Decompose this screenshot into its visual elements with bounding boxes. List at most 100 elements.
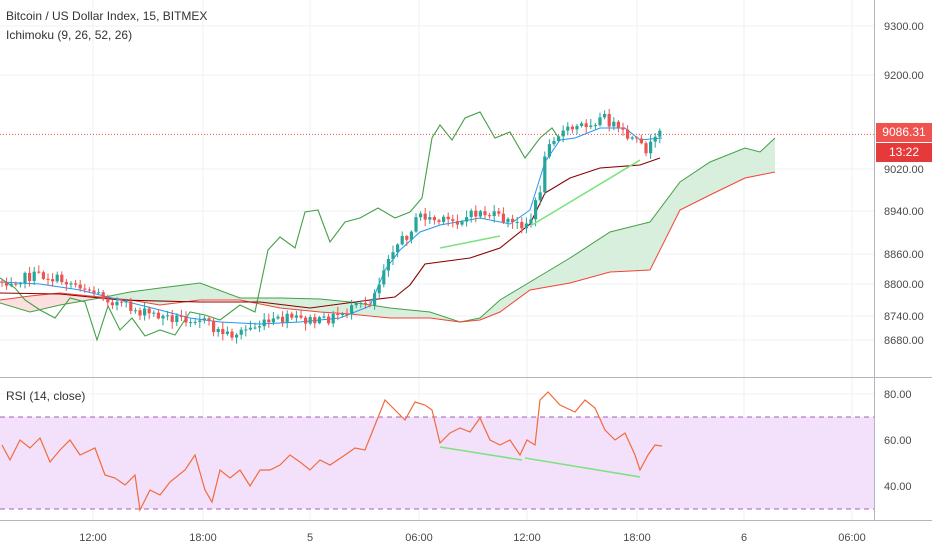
candle-body[interactable]: [0, 281, 4, 283]
candle-body[interactable]: [626, 129, 630, 139]
candle-body[interactable]: [432, 217, 436, 221]
candle-body[interactable]: [46, 278, 50, 280]
candle-body[interactable]: [133, 310, 137, 312]
candle-body[interactable]: [534, 200, 538, 220]
candle-body[interactable]: [469, 210, 473, 218]
candle-body[interactable]: [248, 327, 252, 330]
candle-body[interactable]: [294, 315, 298, 318]
candle-body[interactable]: [175, 315, 179, 322]
candle-body[interactable]: [74, 283, 78, 285]
candle-body[interactable]: [32, 271, 36, 282]
candle-body[interactable]: [147, 308, 151, 314]
candle-body[interactable]: [639, 138, 643, 144]
candle-body[interactable]: [478, 211, 482, 217]
candle-body[interactable]: [396, 244, 400, 253]
candle-body[interactable]: [524, 223, 528, 229]
candle-body[interactable]: [607, 113, 611, 127]
candle-body[interactable]: [170, 315, 174, 322]
candle-body[interactable]: [520, 222, 524, 229]
candle-body[interactable]: [377, 284, 381, 294]
candle-body[interactable]: [285, 313, 289, 323]
candle-body[interactable]: [437, 220, 441, 222]
candle-body[interactable]: [511, 218, 515, 223]
candle-body[interactable]: [308, 317, 312, 324]
candle-body[interactable]: [156, 312, 160, 319]
candle-body[interactable]: [391, 252, 395, 259]
candle-body[interactable]: [87, 289, 91, 291]
candle-body[interactable]: [14, 283, 18, 285]
candle-body[interactable]: [281, 316, 285, 323]
candle-body[interactable]: [350, 305, 354, 315]
candle-body[interactable]: [649, 141, 653, 154]
candle-body[interactable]: [340, 314, 344, 316]
candle-body[interactable]: [253, 327, 257, 329]
candle-body[interactable]: [354, 303, 358, 306]
candle-body[interactable]: [543, 156, 547, 193]
candle-body[interactable]: [28, 272, 32, 282]
candle-body[interactable]: [483, 211, 487, 216]
candle-body[interactable]: [97, 292, 101, 294]
candle-body[interactable]: [235, 334, 239, 338]
candle-body[interactable]: [179, 315, 183, 317]
candle-body[interactable]: [239, 329, 243, 335]
candle-body[interactable]: [120, 301, 124, 303]
candle-body[interactable]: [382, 270, 386, 285]
candle-body[interactable]: [419, 213, 423, 218]
candle-body[interactable]: [92, 290, 96, 293]
candle-body[interactable]: [225, 331, 229, 335]
candle-body[interactable]: [258, 326, 262, 328]
candle-body[interactable]: [400, 236, 404, 245]
candle-body[interactable]: [612, 121, 616, 127]
candle-body[interactable]: [221, 328, 225, 335]
candle-body[interactable]: [547, 144, 551, 157]
candle-body[interactable]: [409, 231, 413, 240]
candle-body[interactable]: [552, 140, 556, 145]
candle-body[interactable]: [304, 317, 308, 324]
candle-body[interactable]: [621, 127, 625, 130]
candle-body[interactable]: [593, 125, 597, 127]
candle-body[interactable]: [506, 218, 510, 223]
candle-body[interactable]: [101, 292, 105, 300]
candle-body[interactable]: [262, 319, 266, 327]
candle-body[interactable]: [331, 313, 335, 324]
candle-body[interactable]: [124, 301, 128, 303]
candle-body[interactable]: [69, 283, 73, 285]
candle-body[interactable]: [580, 123, 584, 126]
candle-body[interactable]: [414, 217, 418, 232]
candle-body[interactable]: [166, 315, 170, 317]
candle-body[interactable]: [202, 318, 206, 321]
candle-body[interactable]: [161, 315, 165, 319]
candle-body[interactable]: [658, 130, 662, 137]
candle-body[interactable]: [216, 328, 220, 333]
candle-body[interactable]: [267, 319, 271, 323]
candle-body[interactable]: [64, 282, 68, 285]
candle-body[interactable]: [603, 113, 607, 118]
candle-body[interactable]: [428, 217, 432, 220]
candle-body[interactable]: [299, 315, 303, 318]
candle-body[interactable]: [212, 320, 216, 333]
candle-body[interactable]: [359, 302, 363, 304]
candle-body[interactable]: [83, 288, 87, 290]
candle-body[interactable]: [474, 210, 478, 217]
candle-body[interactable]: [55, 274, 59, 282]
candle-body[interactable]: [290, 313, 294, 318]
candle-body[interactable]: [566, 126, 570, 131]
candle-body[interactable]: [405, 236, 409, 240]
candle-body[interactable]: [110, 302, 114, 306]
candle-body[interactable]: [465, 217, 469, 222]
candle-body[interactable]: [193, 321, 197, 323]
candle-body[interactable]: [557, 136, 561, 141]
candle-body[interactable]: [9, 283, 13, 286]
candle-body[interactable]: [455, 221, 459, 225]
candle-body[interactable]: [138, 310, 142, 316]
candle-body[interactable]: [143, 308, 147, 316]
candle-body[interactable]: [630, 137, 634, 139]
candle-body[interactable]: [616, 121, 620, 128]
candle-body[interactable]: [51, 279, 55, 282]
candle-body[interactable]: [115, 301, 119, 306]
candle-body[interactable]: [598, 117, 602, 126]
candle-body[interactable]: [78, 284, 82, 289]
candle-body[interactable]: [451, 219, 455, 222]
candle-body[interactable]: [423, 213, 427, 220]
